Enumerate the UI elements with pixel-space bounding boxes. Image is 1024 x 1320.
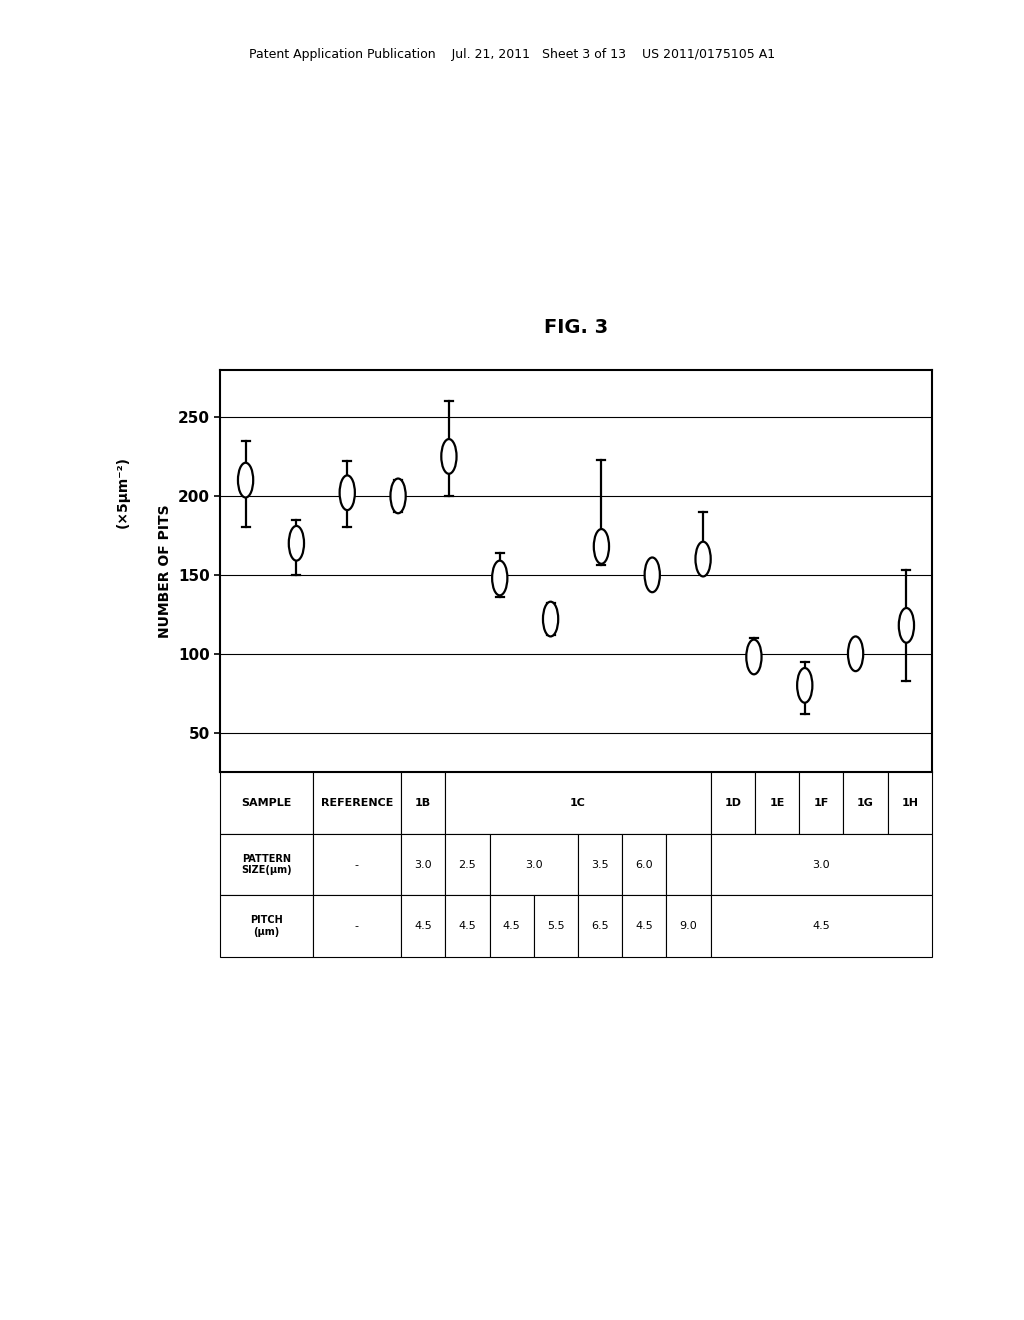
Ellipse shape [695, 541, 711, 577]
Bar [312, 895, 401, 957]
Bar [312, 834, 401, 895]
Text: 4.5: 4.5 [415, 921, 432, 931]
Bar [888, 772, 932, 834]
Text: 6.0: 6.0 [636, 859, 653, 870]
Y-axis label: NUMBER OF PITS: NUMBER OF PITS [158, 504, 172, 638]
Bar [312, 772, 401, 834]
Bar [401, 772, 445, 834]
Ellipse shape [493, 561, 507, 595]
Text: -: - [355, 859, 358, 870]
Bar [755, 772, 799, 834]
Ellipse shape [441, 440, 457, 474]
Text: REFERENCE: REFERENCE [321, 799, 393, 808]
Bar [220, 895, 312, 957]
Text: (×5μm⁻²): (×5μm⁻²) [116, 455, 130, 528]
Ellipse shape [238, 463, 253, 498]
Bar [623, 834, 667, 895]
Text: 1E: 1E [769, 799, 784, 808]
Text: 4.5: 4.5 [503, 921, 520, 931]
Bar [534, 895, 578, 957]
Text: 4.5: 4.5 [812, 921, 830, 931]
Ellipse shape [594, 529, 609, 564]
Ellipse shape [543, 602, 558, 636]
Bar [711, 772, 755, 834]
Text: 3.0: 3.0 [812, 859, 830, 870]
Text: 2.5: 2.5 [459, 859, 476, 870]
Bar [220, 772, 312, 834]
Ellipse shape [645, 557, 659, 593]
Text: PATTERN
SIZE(μm): PATTERN SIZE(μm) [241, 854, 292, 875]
Bar [489, 834, 578, 895]
Bar [445, 895, 489, 957]
Ellipse shape [746, 640, 762, 675]
Ellipse shape [390, 479, 406, 513]
Bar [711, 834, 932, 895]
Text: 4.5: 4.5 [636, 921, 653, 931]
Text: 3.5: 3.5 [591, 859, 609, 870]
Text: -: - [355, 921, 358, 931]
Text: 1G: 1G [857, 799, 873, 808]
Ellipse shape [289, 525, 304, 561]
Text: Patent Application Publication    Jul. 21, 2011   Sheet 3 of 13    US 2011/01751: Patent Application Publication Jul. 21, … [249, 48, 775, 61]
Bar [401, 834, 445, 895]
Ellipse shape [797, 668, 812, 702]
Bar [578, 834, 623, 895]
Text: 5.5: 5.5 [547, 921, 564, 931]
Text: 3.0: 3.0 [415, 859, 432, 870]
Bar [578, 895, 623, 957]
Text: PITCH
(μm): PITCH (μm) [250, 915, 283, 937]
Bar [445, 772, 711, 834]
Bar [667, 895, 711, 957]
Text: 1D: 1D [724, 799, 741, 808]
Text: 1H: 1H [901, 799, 919, 808]
Text: 1C: 1C [570, 799, 586, 808]
Text: 6.5: 6.5 [591, 921, 609, 931]
Bar [220, 834, 312, 895]
Text: FIG. 3: FIG. 3 [544, 318, 608, 337]
Text: 9.0: 9.0 [680, 921, 697, 931]
Bar [799, 772, 844, 834]
Bar [711, 895, 932, 957]
Text: 1F: 1F [814, 799, 828, 808]
Bar [401, 895, 445, 957]
Ellipse shape [340, 475, 355, 510]
Text: 3.0: 3.0 [525, 859, 543, 870]
Bar [489, 895, 534, 957]
Text: SAMPLE: SAMPLE [242, 799, 292, 808]
Bar [844, 772, 888, 834]
Bar [445, 834, 489, 895]
Ellipse shape [899, 609, 914, 643]
Ellipse shape [848, 636, 863, 671]
Bar [667, 834, 711, 895]
Bar [623, 895, 667, 957]
Text: 1B: 1B [415, 799, 431, 808]
Text: 4.5: 4.5 [459, 921, 476, 931]
